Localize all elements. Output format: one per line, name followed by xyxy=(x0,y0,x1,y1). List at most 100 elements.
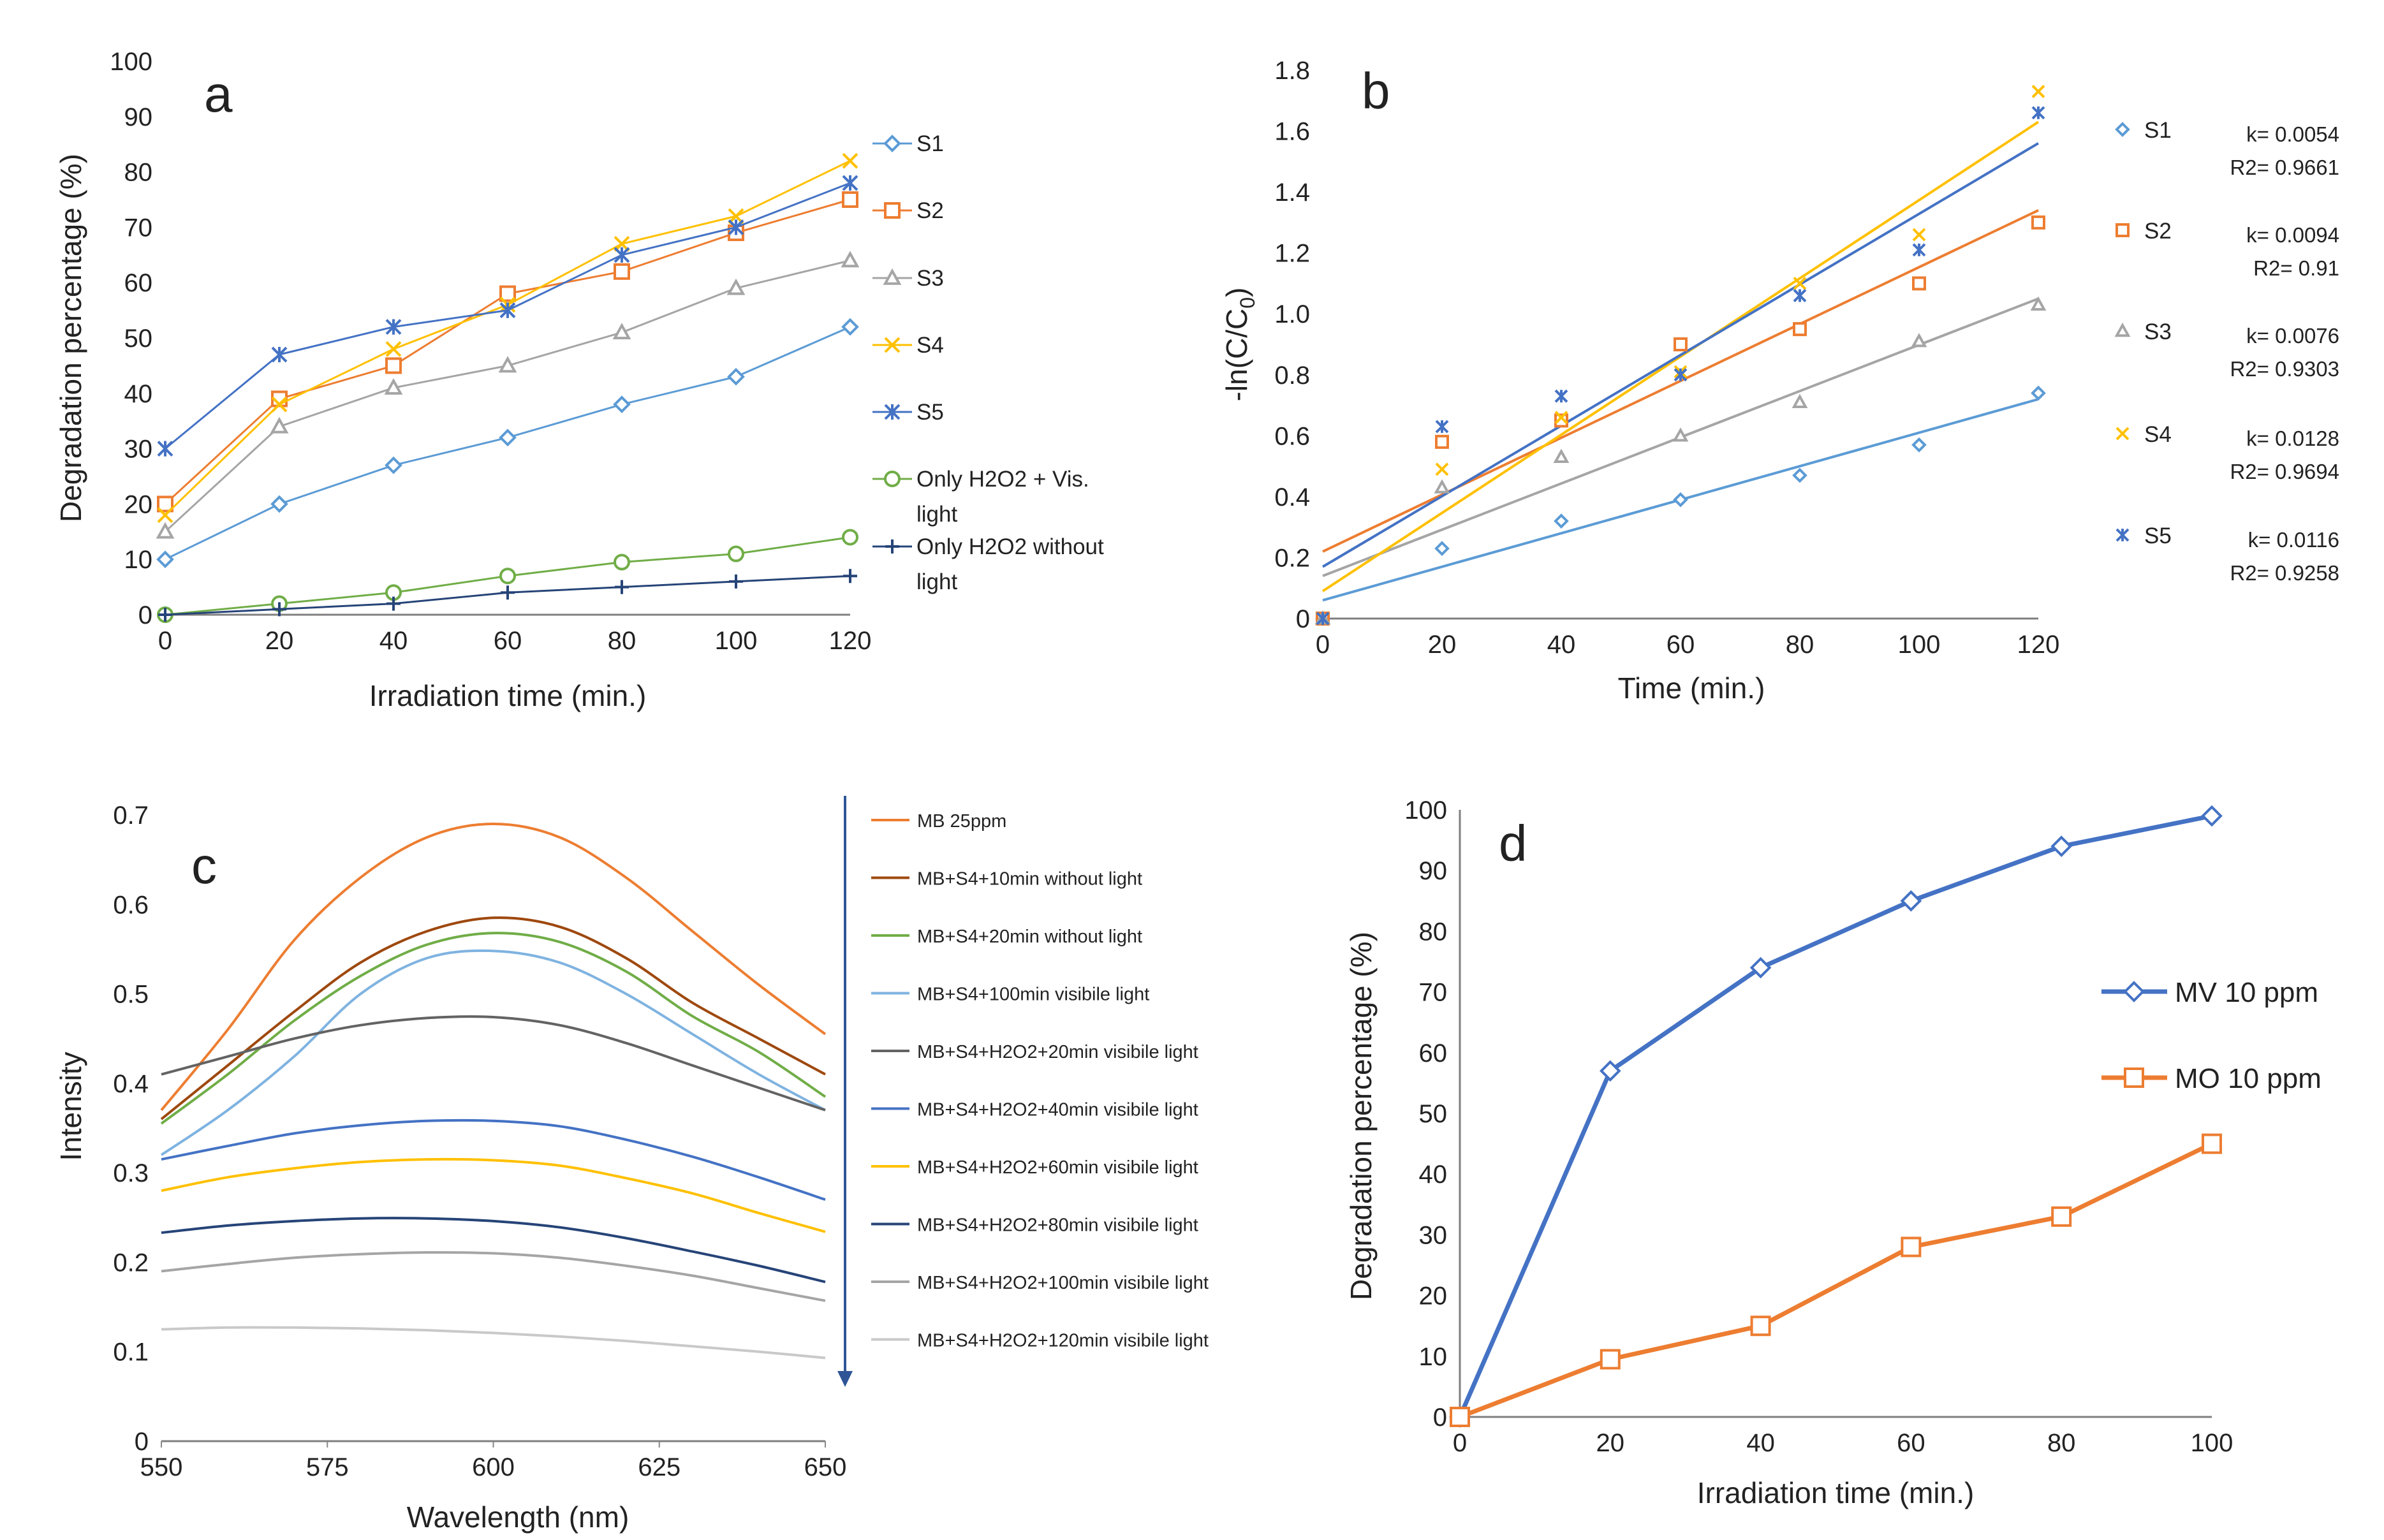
panel-d-x-tick-label: 40 xyxy=(1746,1429,1775,1457)
panel-b-point-s1 xyxy=(1911,437,1927,453)
panel-d-point-mv-10-ppm xyxy=(1749,957,1772,979)
panel-a-point-s3 xyxy=(726,278,746,295)
panel-a-x-tick-label: 120 xyxy=(829,627,872,655)
panel-c-spectrum-mb-s4-20min-without-light xyxy=(160,932,827,1125)
panel-d-y-tick-label: 0 xyxy=(1433,1404,1447,1432)
panel-a-point-s4 xyxy=(271,396,288,413)
panel-c-y-tick-label: 0.6 xyxy=(113,891,149,919)
panel-c-spectrum-mb-s4-h2o2-120min-visibile-light xyxy=(161,1326,826,1360)
panel-c-y-axis-label: Intensity xyxy=(54,1052,87,1161)
panel-b-point-s3 xyxy=(1672,427,1689,442)
panel-d-x-axis-label: Irradiation time (min.) xyxy=(1697,1476,1975,1509)
panel-b-point-s4 xyxy=(1912,228,1926,242)
panel-b-r2-value-s4: R2= 0.9694 xyxy=(2230,460,2339,483)
panel-b-point-s1 xyxy=(1792,467,1807,483)
panel-d-point-mo-10-ppm xyxy=(1450,1407,1470,1427)
panel-c-legend-label-mb-s4-h2o2-20min-visibile-light: MB+S4+H2O2+20min visibile light xyxy=(917,1042,1198,1062)
panel-a-y-tick-label: 50 xyxy=(124,325,153,353)
panel-b-x-tick-label: 0 xyxy=(1316,631,1330,659)
panel-a-point-s4 xyxy=(157,507,173,524)
panel-c-y-tick-label: 0.3 xyxy=(113,1159,149,1187)
panel-a-point-s5 xyxy=(499,302,516,319)
panel-b-chart: 0 0.2 0.4 0.6 0.8 1.0 1.2 1.4 1.6 1.8 0 20 40 60 80 100… xyxy=(1220,57,2339,705)
panel-b-x-tick-label: 100 xyxy=(1898,631,1941,659)
panel-c-y-tick-label: 0.4 xyxy=(113,1070,149,1098)
panel-a-point-only-h2o2-without-light xyxy=(158,608,172,622)
panel-b-point-s2 xyxy=(1793,322,1807,337)
panel-b-k-value-s2: k= 0.0094 xyxy=(2246,223,2339,247)
panel-d-series-line-mo-10-ppm xyxy=(1459,1141,2213,1419)
panel-d-x-tick-label: 80 xyxy=(2047,1429,2076,1457)
panel-a-point-s1 xyxy=(613,395,631,413)
panel-b-k-value-s5: k= 0.0116 xyxy=(2248,528,2339,552)
panel-c-legend-label-mb-s4-h2o2-120min-visibile-light: MB+S4+H2O2+120min visibile light xyxy=(917,1331,1209,1351)
panel-c-spectrum-mb-s4-100min-visibile-light xyxy=(160,949,826,1156)
panel-d-legend-marker-mo-10-ppm xyxy=(2124,1067,2144,1088)
panel-a-y-tick-label: 60 xyxy=(124,269,153,297)
panel-b-legend-label-s5: S5 xyxy=(2144,524,2172,548)
panel-a-point-s1 xyxy=(841,318,859,336)
panel-a-legend-marker-s1 xyxy=(883,135,901,152)
panel-b-y-tick-label: 1.8 xyxy=(1274,57,1310,85)
panel-d-y-tick-label: 70 xyxy=(1419,979,1448,1007)
panel-d-y-axis-label: Degradation percentage (%) xyxy=(1344,932,1378,1300)
panel-c-x-tick-label: 575 xyxy=(306,1453,349,1481)
panel-c-x-tick-label: 550 xyxy=(140,1453,183,1481)
panel-a-y-tick-label: 0 xyxy=(138,601,152,629)
panel-a-point-s1 xyxy=(270,495,288,513)
panel-b-point-s3 xyxy=(1911,333,1927,348)
panel-a-x-tick-label: 20 xyxy=(265,627,294,655)
panel-b-y-axis-label: -ln(C/C0) xyxy=(1220,288,1259,402)
panel-a-y-axis-label: Degradation percentage (%) xyxy=(54,154,87,522)
panel-a-point-s3 xyxy=(156,522,175,539)
panel-b-point-s3 xyxy=(2030,296,2047,311)
panel-a-legend-label-s1: S1 xyxy=(916,131,944,156)
panel-a-point-s4 xyxy=(385,341,402,357)
panel-b-letter: b xyxy=(1362,62,1390,119)
panel-d-point-mv-10-ppm xyxy=(1900,890,1922,912)
panel-b-trendline-s4 xyxy=(1321,121,2040,592)
panel-b-point-s2 xyxy=(1912,276,1926,291)
panel-a-point-s2 xyxy=(842,191,858,208)
panel-a-y-tick-label: 30 xyxy=(124,436,153,464)
panel-b-x-tick-label: 60 xyxy=(1667,631,1695,659)
panel-d-point-mo-10-ppm xyxy=(2051,1206,2072,1227)
panel-c-spectrum-mb-s4-h2o2-40min-visibile-light xyxy=(161,1118,826,1201)
panel-a-y-tick-label: 70 xyxy=(124,214,153,242)
panel-d-y-tick-label: 30 xyxy=(1419,1221,1448,1249)
panel-b-x-tick-label: 20 xyxy=(1428,631,1457,659)
panel-b-y-tick-label: 1.6 xyxy=(1274,118,1310,146)
panel-b-point-s1 xyxy=(1554,513,1569,529)
panel-a-x-tick-label: 100 xyxy=(715,627,758,655)
panel-a-point-only-h2o2-without-light xyxy=(501,585,515,600)
panel-b-x-tick-label: 40 xyxy=(1547,631,1576,659)
panel-b-legend-label-s2: S2 xyxy=(2144,219,2172,244)
panel-c-y-tick-label: 0.2 xyxy=(113,1249,149,1277)
panel-c-letter: c xyxy=(191,837,217,894)
panel-b-point-s4 xyxy=(1793,277,1807,290)
panel-a-point-s5 xyxy=(842,175,858,191)
panel-a-point-s5 xyxy=(157,441,173,457)
panel-c-legend-label-mb-s4-20min-without-light: MB+S4+20min without light xyxy=(917,927,1142,947)
panel-b-r2-value-s3: R2= 0.9303 xyxy=(2230,357,2339,381)
panel-c-trend-arrow-head xyxy=(837,1371,853,1387)
panel-a-point-only-h2o2-vis-light xyxy=(728,545,744,562)
panel-b-point-s1 xyxy=(1673,492,1688,508)
panel-b-legend-label-s4: S4 xyxy=(2144,422,2172,447)
panel-a-x-tick-label: 80 xyxy=(608,627,636,655)
panel-d-y-tick-label: 10 xyxy=(1419,1343,1448,1371)
panel-b-point-s2 xyxy=(2031,215,2045,230)
panel-d-series-line-mv-10-ppm xyxy=(1457,814,2212,1418)
panel-b-point-s3 xyxy=(1553,448,1570,463)
panel-a-point-s2 xyxy=(157,495,173,513)
panel-a-point-s1 xyxy=(727,367,745,386)
panel-b-legend-marker-s4 xyxy=(2115,427,2130,441)
panel-a-point-s1 xyxy=(156,550,174,569)
panel-b-point-s5 xyxy=(1435,420,1449,434)
panel-b-legend-marker-s1 xyxy=(2115,122,2130,137)
panel-a-x-tick-label: 0 xyxy=(158,627,172,655)
panel-d-y-tick-label: 100 xyxy=(1404,796,1447,825)
panel-a-point-s3 xyxy=(612,323,631,340)
panel-a-legend-marker-s3 xyxy=(883,268,902,285)
